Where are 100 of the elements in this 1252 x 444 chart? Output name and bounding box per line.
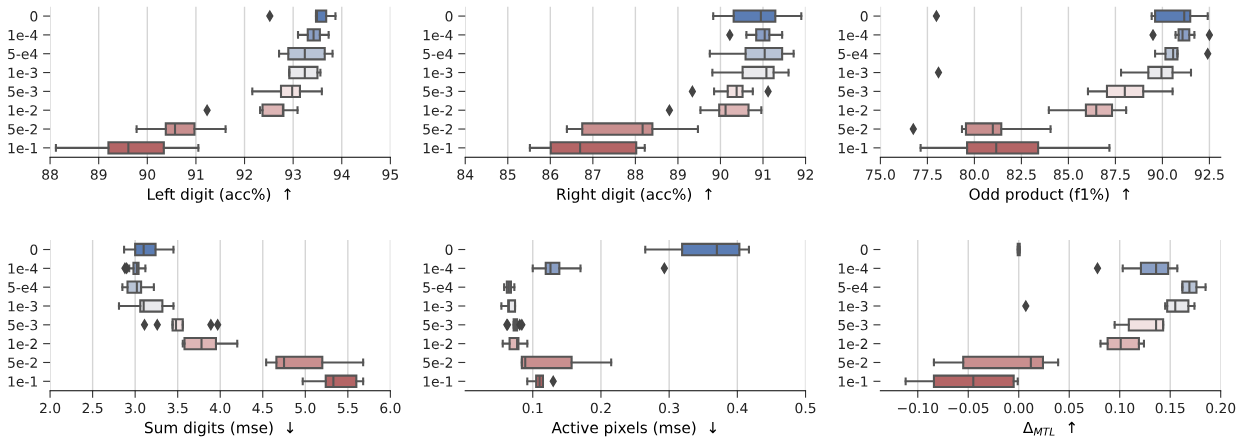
x-tick-label: 0.4 [727, 402, 748, 414]
y-tick-label: 1e-4 [8, 263, 38, 274]
y-tick-label: 1e-1 [838, 143, 868, 154]
y-tick-label: 1e-1 [423, 376, 453, 387]
x-tick-label: 0.20 [1206, 402, 1236, 414]
y-tick-label: 1e-2 [8, 105, 37, 116]
y-tick-label: 5e-3 [423, 319, 453, 331]
y-tick-label: 5e-3 [423, 86, 453, 97]
x-tick-label: 0.2 [590, 402, 611, 414]
x-tick-label: 92 [797, 169, 813, 180]
y-tick-label: 5-e4 [423, 282, 453, 293]
text: Δ$_{MTL}$ ↑ [1023, 421, 1076, 436]
y-tick-label: 1e-4 [423, 30, 453, 41]
x-tick-label: 0.00 [1004, 402, 1034, 414]
x-tick-label: 2.5 [82, 402, 103, 414]
x-tick-label: 3.0 [125, 402, 146, 414]
x-tick-label: 92 [236, 169, 252, 180]
x-tick-label: 95 [382, 169, 398, 180]
y-tick-label: 0 [30, 11, 38, 22]
x-tick-label: 91 [755, 169, 771, 180]
y-tick-label: 5e-2 [8, 357, 37, 368]
x-tick-label: 0.15 [1155, 402, 1185, 414]
y-tick-label: 1e-3 [838, 67, 868, 79]
y-tick-label: 1e-1 [423, 143, 453, 154]
y-tick-label: 5e-2 [423, 124, 453, 135]
y-tick-label: 0 [860, 11, 868, 22]
x-tick-label: 3.5 [167, 402, 188, 414]
y-tick-label: 5e-2 [838, 357, 868, 368]
x-tick-label: 88 [42, 169, 58, 180]
y-tick-label: 1e-3 [423, 67, 453, 79]
y-tick-label: 5e-2 [8, 124, 37, 135]
x-axis-title: Right digit (acc%) ↑ [557, 188, 712, 203]
x-tick-label: 0.10 [1105, 402, 1135, 414]
x-tick-label: 80.0 [959, 169, 989, 180]
y-tick-label: 0 [30, 244, 38, 255]
x-axis-title: Sum digits (mse) ↓ [144, 421, 294, 437]
x-tick-label: 90 [139, 169, 156, 180]
x-tick-label: 94 [333, 169, 350, 180]
x-tick-label: 0.05 [1054, 402, 1084, 414]
y-tick-label: 1e-4 [838, 30, 868, 41]
y-tick-label: 5e-3 [838, 86, 868, 97]
y-tick-label: 5-e4 [8, 48, 38, 60]
y-tick-label: 5e-3 [8, 319, 38, 331]
x-tick-label: 88 [627, 169, 644, 180]
y-tick-label: 1e-1 [8, 376, 37, 387]
x-tick-label: 82.5 [1006, 169, 1036, 180]
x-tick-label: 85.0 [1053, 169, 1083, 180]
x-tick-label: 90.0 [1147, 169, 1177, 180]
x-tick-label: 89 [670, 169, 686, 180]
y-tick-label: 1e-3 [838, 300, 868, 312]
x-axis-title: Active pixels (mse) ↓ [551, 421, 717, 437]
x-tick-label: 0.3 [659, 402, 680, 414]
y-tick-label: 0 [860, 244, 868, 255]
y-tick-label: 1e-2 [8, 338, 37, 350]
x-tick-label: 0.5 [795, 402, 816, 414]
x-tick-label: 5.0 [295, 402, 316, 414]
y-tick-label: 1e-3 [8, 67, 38, 79]
y-tick-label: 0 [445, 11, 453, 22]
x-tick-label: 5.5 [337, 402, 358, 414]
x-tick-label: 75.0 [866, 169, 895, 180]
x-axis-title: Left digit (acc%) ↑ [148, 188, 291, 203]
y-tick-label: 5-e4 [838, 282, 868, 293]
y-tick-label: 1e-1 [8, 143, 37, 154]
x-tick-label: −0.05 [948, 402, 989, 414]
x-tick-label: 77.5 [913, 169, 942, 180]
y-tick-label: 0 [445, 244, 453, 255]
y-tick-label: 1e-4 [8, 30, 38, 41]
x-tick-label: 87 [584, 169, 601, 180]
y-tick-label: 5e-3 [838, 319, 868, 331]
x-tick-label: 84 [457, 169, 474, 180]
x-tick-label: 91 [187, 169, 204, 180]
x-tick-label: −0.10 [897, 402, 939, 414]
x-tick-label: 86 [542, 169, 559, 180]
x-tick-label: 93 [285, 169, 301, 180]
y-tick-label: 1e-1 [838, 376, 868, 387]
y-tick-label: 5e-2 [423, 357, 453, 368]
x-tick-label: 87.5 [1100, 169, 1130, 180]
y-tick-label: 5e-2 [838, 124, 868, 135]
y-tick-label: 5-e4 [423, 48, 453, 60]
x-tick-label: 92.5 [1194, 169, 1224, 180]
y-tick-label: 1e-2 [423, 105, 453, 116]
x-tick-label: 4.5 [252, 402, 273, 414]
x-tick-label: 2.0 [40, 402, 61, 414]
x-tick-label: 0.1 [522, 402, 543, 414]
y-tick-label: 1e-2 [838, 338, 868, 350]
y-tick-label: 1e-2 [423, 338, 453, 350]
x-tick-label: 6.0 [380, 402, 401, 414]
x-tick-label: 4.0 [209, 402, 231, 414]
x-tick-label: 89 [90, 169, 107, 180]
y-tick-label: 1e-4 [423, 263, 453, 274]
y-tick-label: 5-e4 [8, 282, 38, 293]
y-tick-label: 1e-3 [423, 300, 453, 312]
x-tick-label: 85 [499, 169, 516, 180]
y-tick-label: 1e-3 [8, 300, 38, 312]
x-axis-title: Odd product (f1%) ↑ [969, 188, 1130, 203]
y-tick-label: 1e-2 [838, 105, 868, 116]
y-tick-label: 5e-3 [8, 86, 38, 97]
x-tick-label: 90 [712, 169, 729, 180]
y-tick-label: 5-e4 [838, 48, 868, 60]
y-tick-label: 1e-4 [838, 263, 868, 274]
